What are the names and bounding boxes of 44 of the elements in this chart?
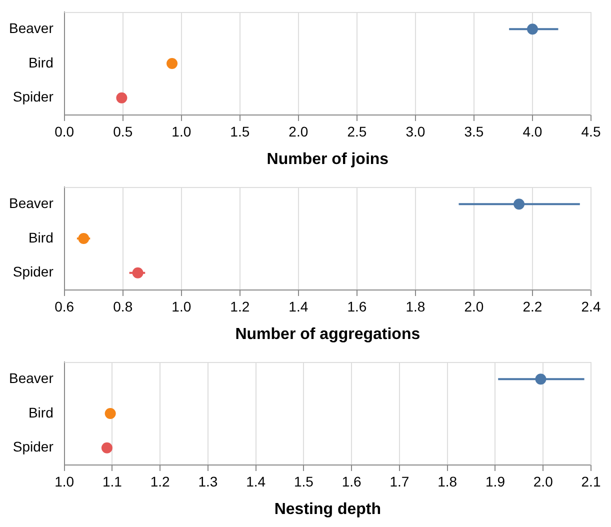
x-tick-label: 0.6 [54,298,74,314]
y-tick-label: Bird [28,229,54,246]
y-tick-label: Spider [12,264,54,280]
x-axis-title: Nesting depth [274,500,382,518]
x-tick-label: 1.5 [294,473,314,490]
x-tick-label: 1.5 [230,123,250,140]
y-tick-label: Beaver [9,195,54,212]
x-tick-label: 2.0 [288,123,308,140]
y-tick-label: Spider [12,438,54,455]
y-tick-label: Bird [28,404,54,420]
y-tick-label: Beaver [9,370,54,386]
x-axis-title: Number of aggregations [235,326,420,343]
x-tick-label: 1.6 [342,473,362,490]
x-tick-label: 2.2 [522,298,542,314]
x-tick-label: 2.5 [347,123,367,140]
x-tick-label: 2.0 [533,473,554,490]
y-tick-label: Beaver [9,20,54,36]
x-tick-label: 0.5 [113,123,133,140]
x-tick-label: 3.0 [406,123,426,140]
x-tick-label: 1.0 [172,123,192,140]
x-tick-label: 1.2 [230,298,250,314]
x-tick-label: 1.1 [102,473,122,490]
x-tick-label: 1.7 [390,473,410,490]
x-tick-label: 2.4 [581,298,601,314]
x-tick-label: 0.0 [54,123,74,140]
x-tick-label: 2.0 [464,298,484,314]
x-tick-label: 1.8 [406,298,426,314]
x-axis-title: Number of joins [266,150,389,168]
x-tick-label: 0.8 [113,298,133,314]
y-tick-label: Bird [28,54,54,70]
x-tick-label: 4.5 [581,123,601,140]
x-tick-label: 3.5 [464,123,484,140]
x-tick-label: 1.3 [198,473,218,490]
x-tick-label: 1.0 [172,298,192,314]
y-tick-label: Spider [12,88,54,105]
x-tick-label: 2.1 [581,473,601,490]
x-tick-label: 1.8 [438,473,458,490]
x-tick-label: 1.4 [246,473,266,490]
x-tick-label: 1.6 [347,298,367,314]
x-tick-label: 1.4 [288,298,308,314]
x-tick-label: 1.9 [486,473,506,490]
x-tick-label: 1.0 [54,473,74,490]
x-tick-label: 1.2 [150,473,170,490]
x-tick-label: 4.0 [522,123,542,140]
